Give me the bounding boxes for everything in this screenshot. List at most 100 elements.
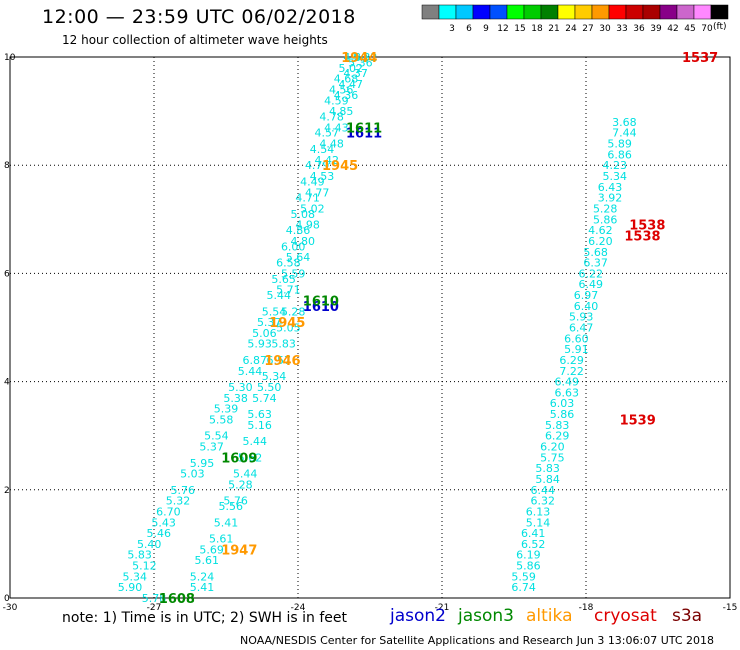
wave-height-value: 6.44 bbox=[531, 484, 556, 497]
wave-height-value: 4.78 bbox=[319, 111, 344, 124]
wave-height-value: 5.41 bbox=[190, 581, 215, 594]
wave-height-value: 4.77 bbox=[305, 186, 330, 199]
wave-height-value: 6.57 bbox=[267, 354, 292, 367]
colorbar-swatch bbox=[625, 4, 644, 20]
wave-height-value: 6.32 bbox=[531, 495, 556, 508]
colorbar-label: 45 bbox=[684, 24, 695, 34]
colorbar-swatch bbox=[659, 4, 678, 20]
wave-height-value: 6.20 bbox=[540, 441, 565, 454]
wave-height-value: 5.71 bbox=[276, 284, 301, 297]
colorbar-label: 3 bbox=[449, 24, 455, 34]
pass-time-label: 1611 bbox=[346, 121, 382, 136]
pass-time-label: 1944 bbox=[341, 51, 377, 66]
wave-height-value: 4.68 bbox=[334, 73, 359, 86]
wave-height-value: 5.08 bbox=[291, 208, 316, 221]
pass-time-label: 1610 bbox=[303, 300, 339, 315]
wave-height-value: 5.76 bbox=[171, 484, 196, 497]
wave-height-value: 5.95 bbox=[190, 457, 215, 470]
wave-height-value: 5.44 bbox=[238, 365, 263, 378]
pass-time-label: 1608 bbox=[159, 592, 195, 607]
wave-height-value: 5.56 bbox=[219, 500, 244, 513]
wave-height-value: 5.84 bbox=[535, 473, 560, 486]
wave-height-value: 4.47 bbox=[339, 78, 364, 91]
wave-height-value: 5.28 bbox=[228, 478, 253, 491]
wave-height-value: 4.79 bbox=[305, 159, 330, 172]
chart-subtitle: 12 hour collection of altimeter wave hei… bbox=[62, 33, 328, 47]
wave-height-value: 5.65 bbox=[271, 273, 296, 286]
legend-jason2: jason2 bbox=[390, 606, 446, 626]
y-tick-label: 4 bbox=[4, 378, 10, 388]
wave-height-value: 5.14 bbox=[526, 516, 551, 529]
wave-height-value: 5.90 bbox=[118, 581, 143, 594]
wave-height-value: 4.98 bbox=[295, 219, 320, 232]
colorbar-label: 36 bbox=[633, 24, 645, 34]
wave-height-value: 6.22 bbox=[579, 267, 604, 280]
wave-height-value: 5.83 bbox=[535, 462, 560, 475]
wave-height-value: 6.43 bbox=[598, 181, 623, 194]
wave-height-value: 5.37 bbox=[257, 316, 282, 329]
wave-height-value: 5.61 bbox=[195, 554, 220, 567]
wave-height-value: 5.37 bbox=[199, 441, 224, 454]
chart-title: 12:00 — 23:59 UTC 06/02/2018 bbox=[42, 6, 356, 28]
colorbar-swatch bbox=[557, 4, 576, 20]
pass-time-label: 1609 bbox=[221, 451, 257, 466]
wave-height-value: 4.54 bbox=[310, 143, 335, 156]
colorbar-label: 6 bbox=[466, 24, 472, 34]
wave-height-value: 5.68 bbox=[583, 246, 608, 259]
colorbar-label: 70 bbox=[701, 24, 713, 34]
colorbar-label: 30 bbox=[599, 24, 611, 34]
wave-height-value: 5.16 bbox=[247, 419, 272, 432]
wave-height-value: 5.75 bbox=[540, 451, 565, 464]
wave-height-value: 6.52 bbox=[521, 538, 546, 551]
wave-height-value: 5.61 bbox=[209, 532, 234, 545]
colorbar-label: 24 bbox=[565, 24, 577, 34]
wave-height-value: 6.60 bbox=[564, 332, 589, 345]
wave-height-value: 5.44 bbox=[243, 435, 268, 448]
colorbar-units: (ft) bbox=[713, 22, 727, 32]
y-tick-label: 6 bbox=[4, 269, 10, 279]
pass-time-label: 1947 bbox=[221, 543, 257, 558]
colorbar-label: 21 bbox=[548, 24, 559, 34]
pass-time-label: 1611 bbox=[346, 127, 382, 142]
wave-height-value: 4.62 bbox=[588, 224, 613, 237]
wave-height-value: 5.74 bbox=[252, 392, 277, 405]
legend-s3a: s3a bbox=[672, 606, 703, 626]
x-tick-label: -30 bbox=[3, 603, 18, 613]
credit-line: NOAA/NESDIS Center for Satellite Applica… bbox=[240, 634, 715, 647]
colorbar-label: 18 bbox=[531, 24, 543, 34]
colorbar-swatch bbox=[676, 4, 695, 20]
wave-height-value: 7.44 bbox=[612, 127, 637, 140]
wave-height-value: 5.78 bbox=[142, 592, 167, 605]
wave-height-value: 5.83 bbox=[127, 549, 152, 562]
pass-time-label: 1610 bbox=[303, 294, 339, 309]
wave-height-value: 5.43 bbox=[151, 516, 176, 529]
wave-height-value: 6.47 bbox=[569, 322, 594, 335]
wave-height-value: 5.12 bbox=[132, 560, 157, 573]
wave-height-value: 5.64 bbox=[286, 251, 311, 264]
y-tick-label: 10 bbox=[4, 53, 16, 63]
wave-height-value: 6.29 bbox=[559, 354, 584, 367]
colorbar-swatch bbox=[438, 4, 457, 20]
wave-height-value: 4.59 bbox=[324, 94, 349, 107]
wave-height-value: 5.62 bbox=[238, 451, 263, 464]
wave-height-value: 6.19 bbox=[516, 549, 541, 562]
wave-height-value: 4.80 bbox=[343, 51, 368, 64]
wave-height-value: 5.40 bbox=[137, 538, 162, 551]
x-tick-label: -27 bbox=[147, 603, 162, 613]
wave-height-value: 5.86 bbox=[516, 560, 541, 573]
wave-height-value: 5.34 bbox=[262, 370, 287, 383]
y-tick-label: 8 bbox=[4, 161, 10, 171]
y-tick-label: 2 bbox=[4, 486, 10, 496]
x-tick-label: -18 bbox=[579, 603, 594, 613]
wave-height-value: 3.92 bbox=[598, 192, 623, 205]
wave-height-value: 5.41 bbox=[214, 516, 239, 529]
wave-height-value: 5.59 bbox=[511, 570, 536, 583]
wave-height-value: 5.86 bbox=[593, 213, 618, 226]
wave-height-value: 5.76 bbox=[223, 495, 248, 508]
legend-jason3: jason3 bbox=[458, 606, 514, 626]
legend-cryosat: cryosat bbox=[594, 606, 657, 626]
colorbar-swatch bbox=[421, 4, 440, 20]
wave-height-value: 6.20 bbox=[588, 235, 613, 248]
wave-height-value: 5.02 bbox=[300, 202, 325, 215]
